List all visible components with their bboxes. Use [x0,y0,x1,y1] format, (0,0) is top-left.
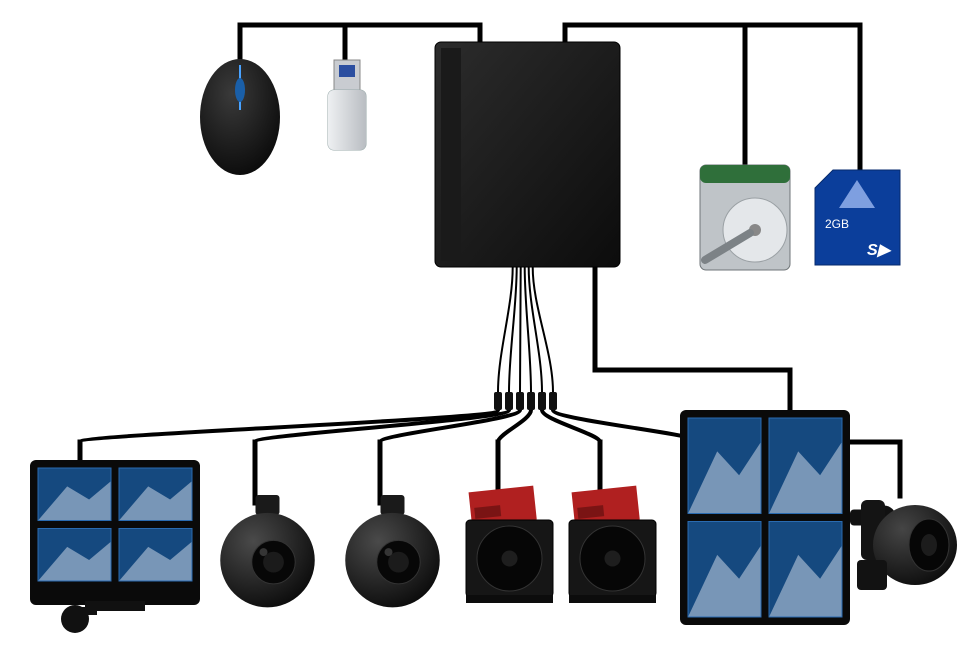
hard-drive [700,165,790,270]
mouse [200,59,280,175]
usb-drive [328,60,366,150]
dome-camera-2 [345,495,440,607]
side-camera [857,500,957,590]
dvr-recorder [435,42,620,267]
devices-layer: 2GB S▶ [0,0,967,655]
svg-text:S▶: S▶ [867,242,892,259]
box-camera-2 [569,486,656,603]
sd-card: 2GB S▶ [815,170,900,265]
svg-text:2GB: 2GB [825,217,849,231]
dome-camera-1 [220,495,315,607]
box-camera-1 [466,486,553,603]
monitor-left [30,460,200,633]
